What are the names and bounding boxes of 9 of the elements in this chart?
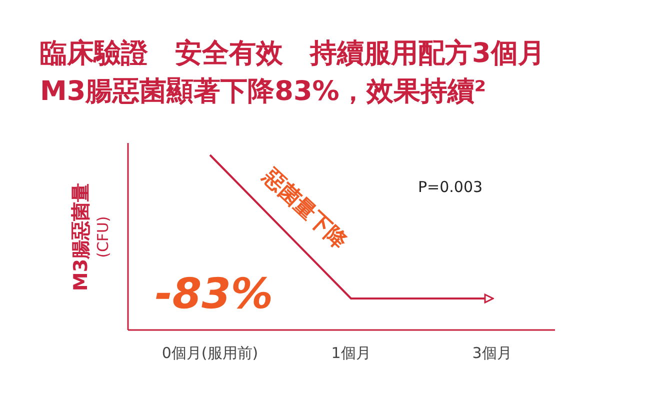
annotation: -83% xyxy=(155,269,273,318)
x-tick-label: 1個月 xyxy=(331,344,371,362)
y-axis-title: M3腸惡菌量 (CFU) xyxy=(70,182,112,292)
annotation: 惡菌量下降 xyxy=(258,163,352,254)
chart-subtitle: M3腸惡菌顯著下降83%，效果持續² xyxy=(40,76,486,107)
chart-title: 臨床驗證 安全有效 持續服用配方3個月 xyxy=(40,38,545,69)
annotation: P=0.003 xyxy=(418,178,483,196)
x-tick-label: 3個月 xyxy=(472,344,512,362)
x-tick-label: 0個月(服用前) xyxy=(162,344,258,362)
